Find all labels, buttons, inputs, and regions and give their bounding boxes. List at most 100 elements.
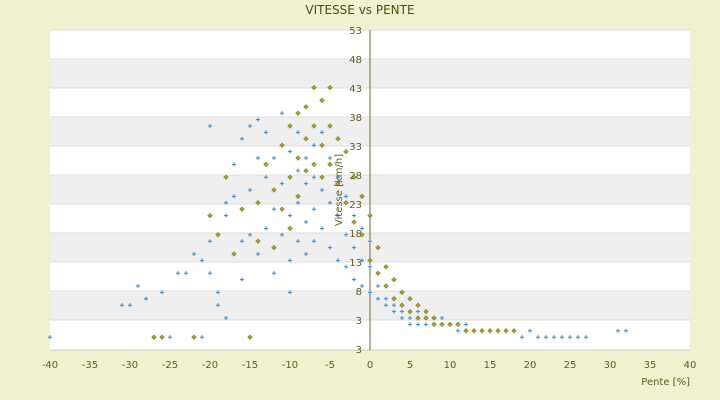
y-tick-label: 3 bbox=[356, 316, 362, 327]
data-point bbox=[384, 296, 388, 301]
y-tick-label: 18 bbox=[349, 229, 362, 240]
data-point bbox=[344, 194, 348, 199]
data-point bbox=[560, 335, 564, 340]
data-point bbox=[208, 271, 212, 276]
y-tick-label: 43 bbox=[349, 84, 362, 95]
data-point bbox=[312, 175, 316, 180]
data-point bbox=[336, 258, 340, 263]
data-point bbox=[511, 328, 517, 334]
data-point bbox=[335, 180, 341, 187]
data-point bbox=[383, 283, 389, 289]
x-tick-label: 25 bbox=[564, 360, 577, 371]
data-point bbox=[232, 194, 236, 199]
data-point bbox=[344, 232, 348, 237]
data-point bbox=[336, 213, 340, 218]
data-point bbox=[224, 316, 228, 320]
data-point bbox=[351, 174, 357, 180]
x-tick-labels: -40 -35 -30 -25 -20 -15 -10 -5 0 5 10 15 20 25 30 35 40 bbox=[42, 360, 697, 371]
data-point bbox=[255, 238, 261, 244]
data-point bbox=[400, 309, 404, 314]
y-tick-label: 13 bbox=[349, 258, 362, 269]
data-point bbox=[463, 328, 469, 334]
data-point bbox=[304, 252, 308, 256]
data-point bbox=[328, 200, 332, 205]
data-point bbox=[343, 148, 349, 155]
data-point bbox=[256, 117, 260, 122]
data-point bbox=[359, 193, 365, 200]
data-point bbox=[360, 226, 364, 231]
data-point bbox=[264, 130, 268, 135]
data-point bbox=[176, 271, 180, 276]
data-point bbox=[359, 232, 365, 238]
x-tick-label: -35 bbox=[82, 360, 98, 371]
data-point bbox=[464, 322, 468, 327]
data-point bbox=[296, 168, 300, 173]
data-point bbox=[272, 207, 276, 212]
data-point bbox=[240, 239, 244, 244]
data-point bbox=[431, 315, 437, 321]
data-point bbox=[160, 290, 164, 295]
data-point bbox=[320, 188, 324, 192]
data-point bbox=[495, 328, 501, 334]
data-point bbox=[280, 111, 284, 116]
data-point bbox=[304, 181, 308, 186]
data-point bbox=[303, 104, 309, 110]
x-tick-label: 15 bbox=[484, 360, 497, 371]
data-point bbox=[208, 124, 212, 128]
data-point bbox=[327, 161, 333, 168]
data-point bbox=[247, 334, 253, 340]
data-point bbox=[311, 84, 317, 91]
data-point bbox=[248, 188, 252, 192]
x-tick-label: 10 bbox=[444, 360, 457, 371]
x-tick-label: 40 bbox=[684, 360, 697, 371]
data-point bbox=[271, 187, 277, 193]
x-tick-label: -20 bbox=[202, 360, 218, 371]
data-point bbox=[391, 296, 397, 302]
data-point bbox=[304, 156, 308, 160]
data-point bbox=[312, 143, 316, 148]
data-point bbox=[240, 136, 244, 141]
data-point bbox=[327, 123, 333, 129]
x-axis-label: Pente [%] bbox=[641, 377, 690, 388]
data-point bbox=[416, 309, 420, 314]
y-axis-label: Vitesse [km/h] bbox=[334, 154, 345, 226]
data-point bbox=[279, 142, 285, 148]
data-point bbox=[584, 335, 588, 340]
data-point bbox=[287, 225, 293, 232]
data-point bbox=[375, 244, 381, 251]
data-point bbox=[400, 316, 404, 320]
x-tick-label: 30 bbox=[604, 360, 617, 371]
data-point bbox=[471, 328, 477, 334]
data-point bbox=[136, 284, 140, 288]
y-tick-label: 48 bbox=[349, 55, 362, 66]
data-point bbox=[328, 245, 332, 250]
data-point bbox=[311, 123, 317, 129]
x-tick-label: -5 bbox=[325, 360, 335, 371]
data-point bbox=[327, 84, 333, 91]
data-point bbox=[279, 206, 285, 212]
data-point bbox=[216, 290, 220, 295]
data-point bbox=[392, 309, 396, 314]
chart-title: VITESSE vs PENTE bbox=[305, 3, 414, 17]
data-point bbox=[215, 232, 221, 238]
data-point bbox=[415, 315, 421, 321]
y-tick-label: 33 bbox=[349, 142, 362, 153]
data-point bbox=[320, 130, 324, 135]
data-point bbox=[264, 175, 268, 180]
y-tick-label: 53 bbox=[349, 26, 362, 37]
data-point bbox=[48, 335, 52, 340]
data-point bbox=[335, 136, 341, 142]
data-point bbox=[528, 328, 532, 333]
data-points bbox=[48, 84, 628, 340]
data-point bbox=[264, 226, 268, 231]
data-point bbox=[296, 239, 300, 244]
data-point bbox=[424, 322, 428, 327]
data-point bbox=[439, 321, 445, 328]
x-tick-label: 0 bbox=[367, 360, 373, 371]
data-point bbox=[368, 264, 372, 269]
data-point bbox=[256, 252, 260, 256]
data-point bbox=[288, 149, 292, 154]
x-tick-label: -40 bbox=[42, 360, 58, 371]
data-point bbox=[168, 335, 172, 340]
data-point bbox=[431, 321, 437, 328]
